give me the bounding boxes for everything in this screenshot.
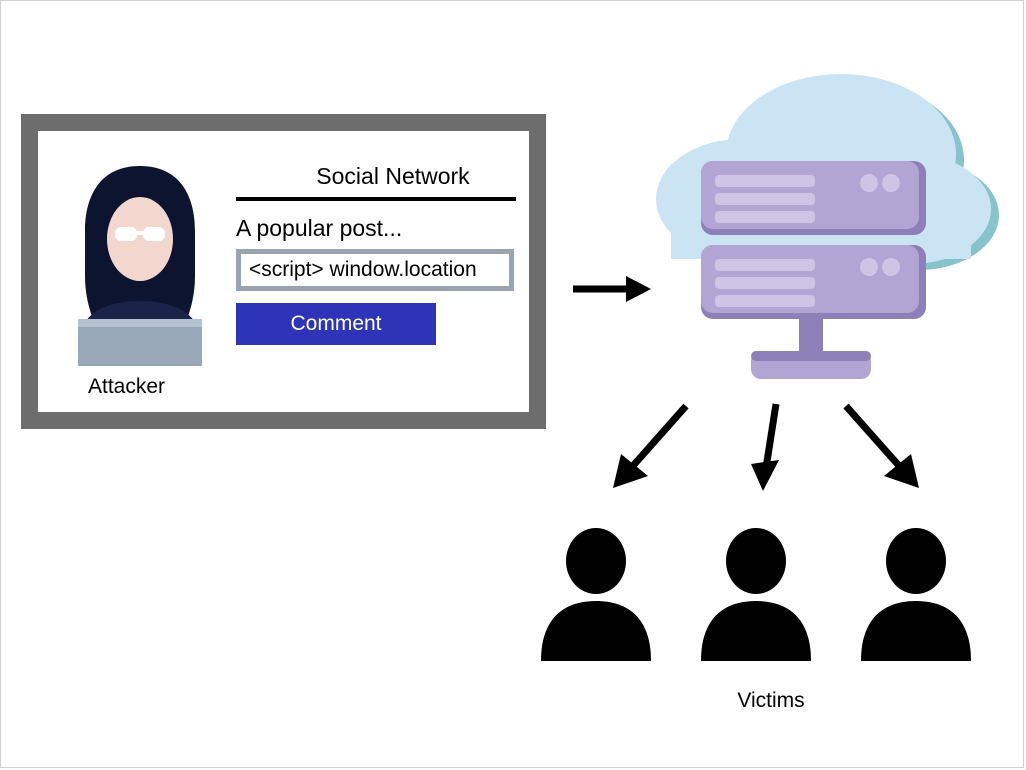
attack-panel-inner: Social Network A popular post... <script… [38, 131, 529, 412]
attacker-label: Attacker [88, 375, 208, 399]
victims-label: Victims [721, 689, 821, 713]
arrow-to-victim-3 [831, 396, 931, 496]
server-cloud-icon [631, 59, 1001, 389]
comment-button[interactable]: Comment [236, 303, 436, 345]
victim-icon-2 [691, 521, 821, 661]
victim-icon-1 [531, 521, 661, 661]
malicious-input[interactable]: <script> window.location [236, 249, 514, 291]
panel-title: Social Network [293, 163, 493, 190]
attack-panel-frame: Social Network A popular post... <script… [21, 114, 546, 429]
panel-title-rule [236, 197, 516, 201]
attacker-icon [60, 161, 220, 366]
victim-icon-3 [851, 521, 981, 661]
post-text: A popular post... [236, 215, 516, 242]
arrow-to-victim-2 [741, 396, 801, 496]
arrow-to-victim-1 [601, 396, 701, 496]
diagram-canvas: Social Network A popular post... <script… [0, 0, 1024, 768]
